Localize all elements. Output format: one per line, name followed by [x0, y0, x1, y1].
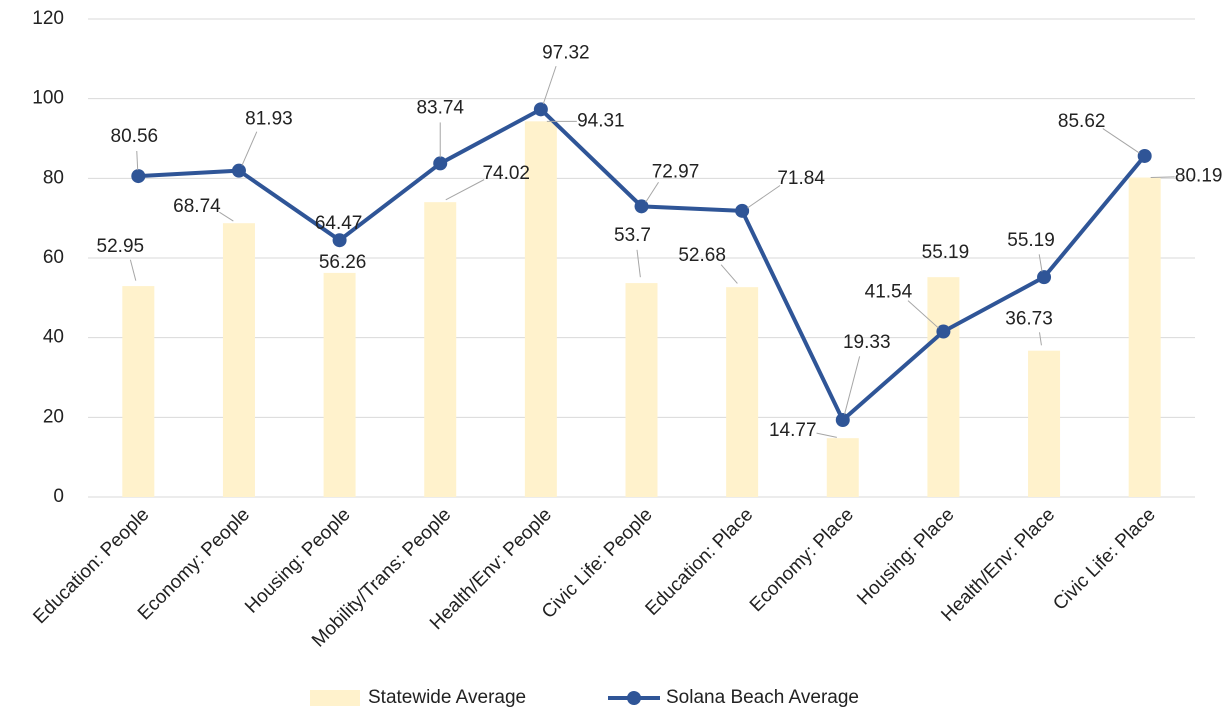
y-tick-label: 120	[32, 8, 64, 29]
leader-line	[816, 432, 837, 438]
y-tick-label: 0	[53, 486, 64, 507]
data-label: 14.77	[769, 420, 817, 441]
bar	[625, 283, 658, 497]
leader-line	[219, 211, 234, 222]
y-tick-label: 20	[43, 406, 64, 427]
point	[634, 199, 649, 214]
data-label: 80.56	[111, 126, 159, 147]
data-label: 52.95	[97, 236, 145, 257]
point	[1037, 270, 1052, 285]
bar	[826, 438, 859, 497]
leader-line	[1150, 176, 1175, 178]
data-label: 55.19	[1007, 230, 1055, 251]
legend-swatch	[310, 690, 360, 706]
x-tick-label: Health/Env: Place	[937, 504, 1059, 626]
leader-line	[241, 131, 258, 166]
data-label: 81.93	[245, 109, 293, 130]
data-label: 19.33	[843, 332, 891, 353]
point	[433, 156, 448, 171]
x-tick-label: Civic Life: Place	[1049, 504, 1159, 614]
bar	[122, 286, 155, 497]
data-label: 41.54	[865, 282, 913, 303]
data-label: 85.62	[1058, 111, 1106, 132]
y-tick-label: 60	[43, 247, 64, 268]
leader-line	[542, 65, 557, 105]
data-label: 80.19	[1175, 166, 1223, 187]
data-label: 68.74	[173, 196, 221, 217]
leader-line	[636, 249, 641, 278]
point	[131, 169, 146, 184]
leader-line	[645, 181, 659, 203]
x-tick-label: Civic Life: People	[538, 504, 657, 623]
data-label: 97.32	[542, 42, 590, 63]
bar	[222, 223, 255, 497]
x-tick-label: Housing: Place	[853, 504, 958, 609]
point	[735, 203, 750, 218]
y-tick-label: 100	[32, 88, 64, 109]
bar	[424, 202, 457, 497]
data-label: 74.02	[482, 163, 530, 184]
data-label: 72.97	[652, 161, 700, 182]
bar	[927, 277, 960, 497]
x-tick-label: Economy: Place	[746, 504, 858, 616]
point	[231, 163, 246, 178]
data-label: 36.73	[1005, 309, 1053, 330]
y-tick-label: 40	[43, 327, 64, 348]
y-tick-label: 80	[43, 167, 64, 188]
leader-line	[136, 151, 139, 171]
leader-line	[1102, 128, 1140, 154]
point	[332, 233, 347, 248]
data-label: 55.19	[922, 242, 970, 263]
bar	[323, 272, 356, 497]
leader-line	[445, 179, 485, 201]
data-label: 56.26	[319, 252, 367, 273]
legend-label: Statewide Average	[368, 687, 526, 708]
leader-line	[1038, 254, 1043, 272]
point	[533, 102, 548, 117]
x-tick-label: Economy: People	[134, 504, 254, 624]
leader-line	[907, 300, 939, 329]
data-label: 94.31	[577, 110, 625, 131]
data-label: 71.84	[777, 168, 825, 189]
bar	[1028, 350, 1061, 497]
leader-line	[844, 356, 861, 415]
x-tick-label: Housing: People	[241, 504, 354, 617]
point	[1137, 148, 1152, 163]
leader-line	[747, 185, 781, 209]
bar	[726, 287, 759, 497]
leader-line	[129, 259, 137, 281]
bar	[524, 121, 557, 497]
data-label: 52.68	[678, 245, 726, 266]
point	[936, 324, 951, 339]
data-label: 64.47	[315, 213, 363, 234]
leader-line	[1039, 332, 1042, 346]
x-tick-label: Education: Place	[642, 504, 758, 620]
leader-line	[720, 264, 738, 284]
data-label: 83.74	[416, 97, 464, 118]
data-label: 53.7	[614, 225, 651, 246]
legend-swatch	[627, 691, 641, 705]
bar	[1128, 177, 1161, 497]
legend-label: Solana Beach Average	[666, 687, 859, 708]
point	[835, 413, 850, 428]
